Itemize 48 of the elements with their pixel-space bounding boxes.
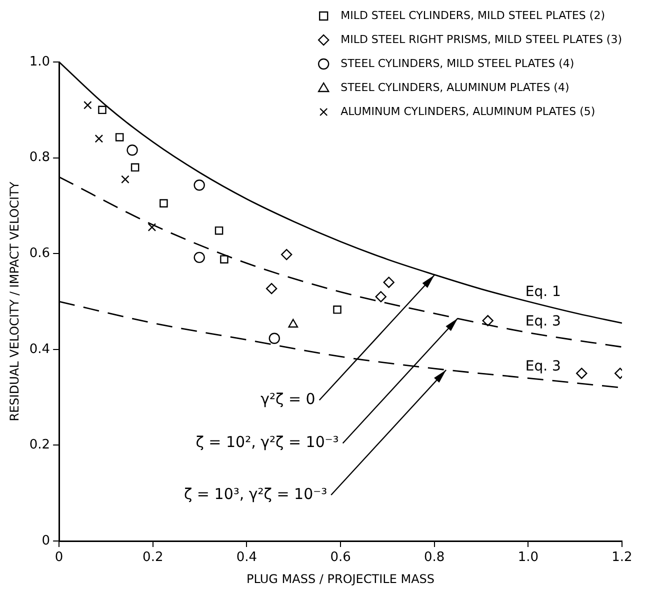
legend-label: MILD STEEL CYLINDERS, MILD STEEL PLATES (2) [340, 8, 605, 22]
point [115, 133, 124, 142]
y-tick-label: 0.4 [29, 342, 50, 357]
point [576, 368, 588, 379]
point [130, 163, 140, 172]
x-tick-label: 1.0 [518, 550, 539, 566]
point [266, 282, 278, 294]
point [375, 291, 386, 302]
y-tick-label: 0 [42, 533, 50, 548]
y-tick-label: 0.6 [29, 246, 50, 261]
x-axis-title: PLUG MASS / PROJECTILE MASS [246, 572, 435, 586]
point [280, 248, 292, 260]
point [288, 318, 298, 328]
point [84, 100, 92, 110]
y-tick-label: 1.0 [29, 54, 50, 70]
series-label: Eq. 3 [525, 314, 561, 330]
series-label: Eq. 1 [525, 284, 561, 300]
legend-label: STEEL CYLINDERS, ALUMINUM PLATES (4) [340, 80, 570, 94]
point [482, 315, 494, 326]
point [214, 226, 224, 235]
y-tick-label: 0.8 [29, 150, 50, 166]
x-tick-label: 0.6 [330, 550, 351, 566]
y-tick-label: 0.2 [29, 438, 50, 453]
y-axis-title: RESIDUAL VELOCITY / IMPACT VELOCITY [7, 181, 22, 422]
x-tick-label: 0.4 [236, 550, 258, 566]
annotation: ζ = 10², γ²ζ = 10⁻³ [196, 433, 339, 452]
x-tick-label: 0 [54, 550, 64, 566]
point [126, 144, 138, 156]
x-tick-label: 0.8 [424, 550, 445, 566]
point [94, 134, 104, 143]
annotation: ζ = 10³, γ²ζ = 10⁻³ [184, 484, 328, 503]
point [194, 180, 205, 191]
point [98, 106, 106, 114]
point [121, 175, 130, 184]
point [148, 223, 156, 232]
legend-label: STEEL CYLINDERS, MILD STEEL PLATES (4) [340, 56, 574, 70]
point [383, 276, 394, 288]
x-tick-label: 0.2 [142, 550, 164, 566]
point [194, 252, 205, 264]
point [268, 332, 280, 344]
point [220, 255, 228, 264]
point [160, 199, 168, 208]
series-label: Eq. 3 [525, 358, 561, 374]
x-tick-label: 1.2 [612, 550, 632, 566]
point [333, 306, 342, 314]
legend-label: ALUMINUM CYLINDERS, ALUMINUM PLATES (5) [340, 104, 596, 118]
annotation: γ²ζ = 0 [260, 390, 316, 408]
legend-label: MILD STEEL RIGHT PRISMS, MILD STEEL PLATES (3) [340, 32, 622, 46]
